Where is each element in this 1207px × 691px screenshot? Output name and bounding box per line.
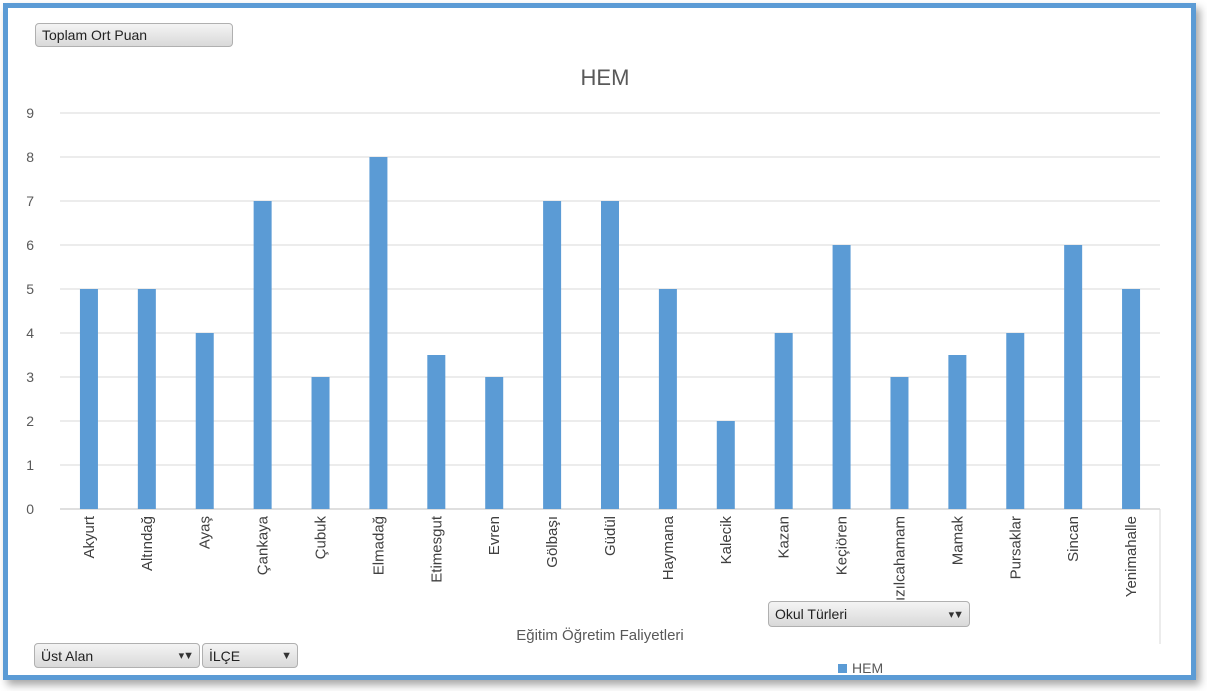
- bar-3: [253, 201, 272, 509]
- y-tick-label: 9: [26, 105, 34, 121]
- legend-label: HEM: [852, 660, 884, 676]
- x-tick-label: Çankaya: [255, 515, 272, 575]
- x-tick-label: Mamak: [949, 516, 966, 566]
- bar-11: [716, 421, 735, 509]
- filter-icon: ▾▼: [948, 608, 964, 621]
- ust-alan-filter-button[interactable]: Üst Alan ▾▼: [34, 643, 200, 668]
- bar-10: [658, 289, 677, 509]
- legend: HEM: [838, 660, 883, 676]
- x-tick-label: Yenimahalle: [1123, 516, 1140, 597]
- x-tick-label: Kazan: [776, 516, 793, 559]
- x-tick-label: Etimesgut: [428, 515, 445, 583]
- bar-17: [1064, 245, 1083, 509]
- y-tick-label: 0: [26, 501, 34, 517]
- chevron-down-icon: ▼: [281, 649, 292, 662]
- bar-1: [137, 289, 156, 509]
- bar-8: [543, 201, 562, 509]
- bar-18: [1122, 289, 1141, 509]
- x-tick-label: Pursaklar: [1007, 516, 1024, 579]
- bar-9: [601, 201, 619, 509]
- x-tick-label: Haymana: [660, 515, 677, 580]
- value-field-button[interactable]: Toplam Ort Puan: [35, 23, 233, 47]
- x-tick-label: Altındağ: [139, 516, 156, 571]
- value-field-label: Toplam Ort Puan: [42, 27, 148, 43]
- y-tick-label: 6: [26, 237, 34, 253]
- bar-5: [369, 157, 388, 509]
- x-tick-label: Keçiören: [834, 516, 851, 575]
- x-tick-label: Elmadağ: [370, 516, 387, 575]
- y-tick-label: 5: [26, 281, 34, 297]
- x-tick-label: Evren: [486, 516, 503, 555]
- x-axis-title: Eğitim Öğretim Faliyetleri: [516, 626, 684, 644]
- bar-14: [890, 377, 909, 509]
- bar-6: [427, 355, 446, 509]
- ust-alan-label: Üst Alan: [41, 647, 94, 664]
- x-tick-label: Gölbaşı: [544, 516, 561, 568]
- filter-icon: ▾▼: [178, 650, 194, 662]
- bar-7: [485, 377, 504, 509]
- x-tick-label: Kalecik: [718, 516, 735, 565]
- y-tick-label: 4: [26, 325, 34, 341]
- y-tick-label: 2: [26, 413, 34, 429]
- okul-turleri-filter-button[interactable]: Okul Türleri ▾▼: [768, 601, 970, 627]
- ilce-label: İLÇE: [209, 647, 241, 664]
- y-tick-label: 1: [26, 457, 34, 473]
- y-tick-label: 3: [26, 369, 34, 385]
- x-tick-label: Çubuk: [313, 516, 330, 560]
- bar-0: [79, 289, 98, 509]
- bar-16: [1006, 333, 1025, 509]
- okul-turleri-label: Okul Türleri: [775, 606, 848, 622]
- bar-12: [774, 333, 793, 509]
- bar-15: [948, 355, 967, 509]
- bar-2: [195, 333, 214, 509]
- x-tick-label: Kızılcahamam: [891, 516, 908, 611]
- bar-13: [832, 245, 851, 509]
- x-tick-label: Ayaş: [197, 516, 214, 549]
- ilce-filter-button[interactable]: İLÇE ▼: [202, 643, 298, 668]
- legend-swatch: [838, 663, 847, 673]
- chart-title: HEM: [581, 65, 630, 90]
- bar-4: [311, 377, 330, 509]
- y-tick-label: 7: [26, 193, 34, 209]
- y-tick-label: 8: [26, 149, 34, 165]
- x-tick-label: Sincan: [1065, 516, 1082, 562]
- x-tick-label: Güdül: [602, 516, 619, 556]
- x-tick-label: Akyurt: [81, 515, 98, 558]
